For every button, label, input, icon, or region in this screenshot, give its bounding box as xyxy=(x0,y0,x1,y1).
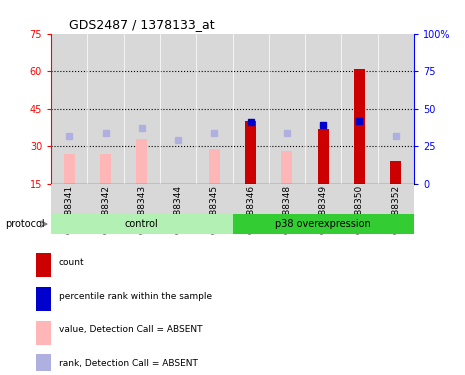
Bar xyxy=(269,34,305,184)
Text: GSM88346: GSM88346 xyxy=(246,185,255,234)
Text: GSM88342: GSM88342 xyxy=(101,185,110,234)
Bar xyxy=(196,184,232,214)
Bar xyxy=(378,184,414,214)
Bar xyxy=(232,214,414,234)
Bar xyxy=(341,184,378,214)
Text: value, Detection Call = ABSENT: value, Detection Call = ABSENT xyxy=(59,326,202,334)
Text: protocol: protocol xyxy=(5,219,44,229)
Bar xyxy=(318,129,329,184)
Bar xyxy=(160,184,196,214)
Bar xyxy=(245,121,256,184)
Bar xyxy=(87,34,124,184)
Bar xyxy=(100,154,111,184)
Bar xyxy=(354,69,365,184)
FancyBboxPatch shape xyxy=(36,287,51,311)
Text: GSM88349: GSM88349 xyxy=(319,185,328,234)
Bar xyxy=(160,34,196,184)
Bar xyxy=(136,139,147,184)
Bar xyxy=(51,214,232,234)
Text: control: control xyxy=(125,219,159,229)
Bar xyxy=(209,149,220,184)
FancyBboxPatch shape xyxy=(36,253,51,277)
Text: rank, Detection Call = ABSENT: rank, Detection Call = ABSENT xyxy=(59,359,198,368)
Text: GSM88344: GSM88344 xyxy=(173,185,183,234)
FancyBboxPatch shape xyxy=(36,354,51,375)
Bar xyxy=(281,151,292,184)
Bar xyxy=(232,184,269,214)
Text: count: count xyxy=(59,258,85,267)
Bar xyxy=(87,184,124,214)
Text: percentile rank within the sample: percentile rank within the sample xyxy=(59,292,212,301)
Bar xyxy=(378,34,414,184)
Text: GSM88341: GSM88341 xyxy=(65,185,74,234)
Bar xyxy=(124,34,160,184)
Bar xyxy=(341,34,378,184)
FancyBboxPatch shape xyxy=(36,321,51,345)
Text: GSM88350: GSM88350 xyxy=(355,185,364,234)
Bar xyxy=(305,34,341,184)
Bar xyxy=(124,184,160,214)
Text: p38 overexpression: p38 overexpression xyxy=(275,219,371,229)
Bar xyxy=(51,184,87,214)
Text: GDS2487 / 1378133_at: GDS2487 / 1378133_at xyxy=(69,18,215,31)
Bar xyxy=(232,34,269,184)
Bar xyxy=(305,184,341,214)
Bar xyxy=(269,184,305,214)
Text: GSM88345: GSM88345 xyxy=(210,185,219,234)
Text: GSM88343: GSM88343 xyxy=(137,185,146,234)
Bar xyxy=(51,34,87,184)
Bar xyxy=(196,34,232,184)
Text: GSM88348: GSM88348 xyxy=(282,185,292,234)
Text: GSM88352: GSM88352 xyxy=(391,185,400,234)
Bar xyxy=(64,154,75,184)
Bar xyxy=(390,161,401,184)
